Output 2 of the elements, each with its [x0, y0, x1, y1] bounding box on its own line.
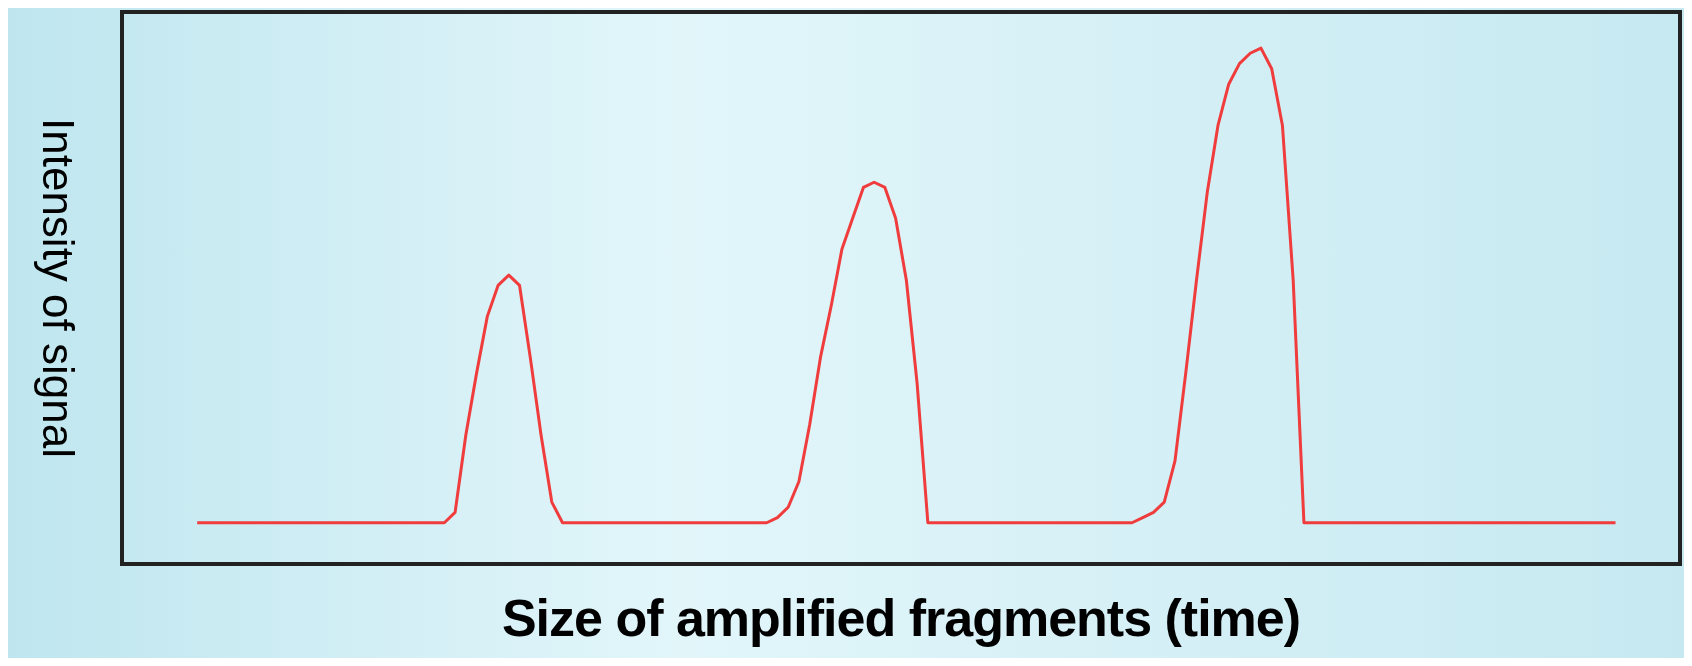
x-axis-title: Size of amplified fragments (time) [500, 588, 1302, 648]
y-axis-title: Intensity of signal [33, 118, 83, 458]
